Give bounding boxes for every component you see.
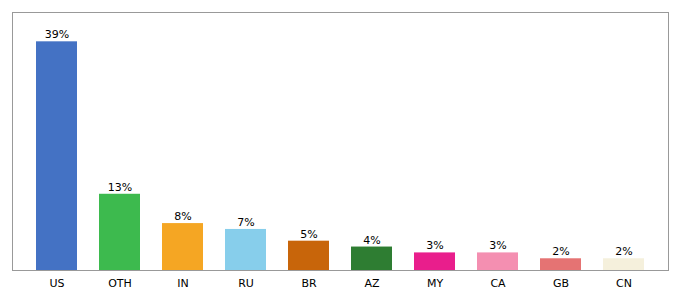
svg-text:3%: 3% — [426, 239, 443, 252]
svg-text:4%: 4% — [363, 234, 380, 247]
svg-text:2%: 2% — [615, 245, 632, 258]
svg-text:8%: 8% — [174, 210, 191, 223]
svg-text:BR: BR — [301, 277, 317, 290]
svg-text:3%: 3% — [489, 239, 506, 252]
svg-text:CN: CN — [616, 277, 632, 290]
svg-text:CA: CA — [490, 277, 506, 290]
svg-text:OTH: OTH — [108, 277, 132, 290]
svg-text:US: US — [49, 277, 64, 290]
svg-text:AZ: AZ — [364, 277, 380, 290]
svg-text:GB: GB — [553, 277, 569, 290]
svg-text:5%: 5% — [300, 228, 317, 241]
svg-text:RU: RU — [238, 277, 254, 290]
svg-text:13%: 13% — [108, 181, 132, 194]
svg-text:IN: IN — [177, 277, 188, 290]
svg-text:2%: 2% — [552, 245, 569, 258]
svg-text:MY: MY — [427, 277, 443, 290]
svg-text:7%: 7% — [237, 216, 254, 229]
svg-text:39%: 39% — [45, 28, 69, 41]
